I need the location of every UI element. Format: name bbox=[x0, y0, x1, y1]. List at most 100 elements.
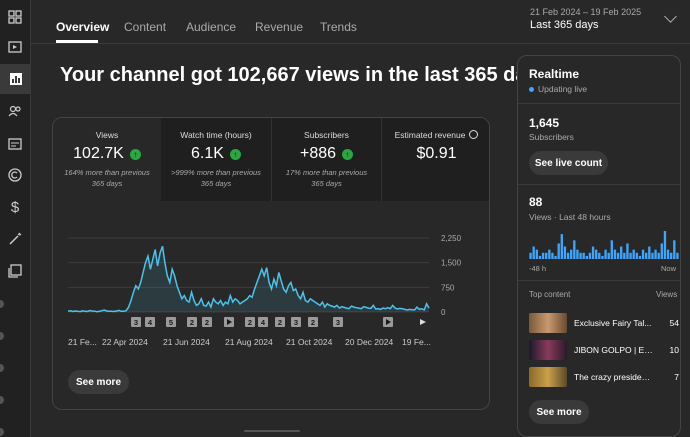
see-more-button[interactable]: See more bbox=[68, 370, 129, 394]
metric-views[interactable]: Views 102.7K ↑ 164% more than previous 36… bbox=[53, 118, 161, 201]
tab-overview[interactable]: Overview bbox=[56, 20, 110, 34]
realtime-views-label: Views · Last 48 hours bbox=[529, 212, 611, 222]
scroll-indicator[interactable] bbox=[244, 430, 300, 432]
play-icon bbox=[227, 319, 232, 325]
realtime-bar bbox=[607, 252, 610, 259]
event-marker-label: 2 bbox=[248, 318, 252, 327]
metric-revenue[interactable]: Estimated revenue $0.91 bbox=[381, 118, 489, 201]
video-views: 10 bbox=[669, 345, 679, 355]
earn-icon[interactable]: $ bbox=[10, 198, 20, 216]
realtime-bar bbox=[598, 252, 601, 259]
event-marker bbox=[202, 317, 212, 327]
x-tick-label: 21 Fe... bbox=[68, 337, 97, 347]
x-tick-label: 21 Aug 2024 bbox=[225, 337, 273, 347]
metric-note: 17% more than previous 365 days bbox=[285, 168, 368, 188]
subtitles-icon[interactable] bbox=[4, 133, 26, 155]
realtime-see-more-button[interactable]: See more bbox=[529, 400, 589, 424]
analytics-icon[interactable] bbox=[0, 64, 31, 94]
video-title: The crazy president... bbox=[574, 372, 654, 382]
date-range-label[interactable]: Last 365 days bbox=[530, 19, 599, 31]
top-content-item[interactable]: Exclusive Fairy Tal... 54 bbox=[529, 313, 679, 333]
top-bar bbox=[31, 0, 690, 44]
page-headline: Your channel got 102,667 views in the la… bbox=[60, 64, 549, 86]
realtime-bar bbox=[632, 249, 635, 259]
customization-icon[interactable] bbox=[4, 228, 26, 250]
sidebar-item-dot[interactable] bbox=[0, 396, 4, 404]
tab-audience[interactable]: Audience bbox=[186, 20, 237, 34]
divider bbox=[518, 280, 680, 281]
realtime-panel: Realtime Updating live 1,645 Subscribers… bbox=[517, 55, 681, 437]
realtime-bar bbox=[585, 255, 588, 259]
realtime-bar bbox=[648, 246, 651, 259]
realtime-bar bbox=[541, 252, 545, 259]
realtime-title: Realtime bbox=[529, 67, 580, 81]
event-marker-label: 2 bbox=[311, 318, 315, 327]
realtime-bar bbox=[654, 249, 657, 259]
realtime-bar bbox=[670, 252, 673, 259]
metric-watch-time[interactable]: Watch time (hours) 6.1K ↑ >999% more than… bbox=[161, 118, 271, 201]
x-tick-label: 21 Oct 2024 bbox=[286, 337, 333, 347]
event-marker-label: 2 bbox=[190, 318, 194, 327]
realtime-bar bbox=[620, 246, 623, 259]
community-icon[interactable] bbox=[4, 100, 26, 122]
sidebar-item-dot[interactable] bbox=[0, 364, 4, 372]
realtime-bar bbox=[613, 249, 617, 259]
event-marker bbox=[258, 317, 268, 327]
realtime-bar bbox=[638, 255, 642, 259]
realtime-bar bbox=[535, 249, 538, 259]
realtime-bar bbox=[601, 255, 604, 259]
sidebar-item-dot[interactable] bbox=[0, 332, 4, 340]
realtime-bar bbox=[579, 252, 582, 259]
realtime-bar bbox=[595, 249, 598, 259]
realtime-subscribers-label: Subscribers bbox=[529, 132, 574, 142]
video-thumbnail bbox=[529, 367, 567, 387]
realtime-bar bbox=[545, 252, 548, 259]
event-marker-label: 2 bbox=[278, 318, 282, 327]
play-icon bbox=[420, 319, 426, 325]
dashboard-icon[interactable] bbox=[4, 6, 26, 28]
audio-library-icon[interactable] bbox=[4, 260, 26, 282]
realtime-bar bbox=[616, 252, 620, 259]
realtime-bar-chart[interactable] bbox=[529, 229, 679, 259]
sidebar-item-dot[interactable] bbox=[0, 428, 4, 436]
tab-revenue[interactable]: Revenue bbox=[255, 20, 304, 34]
top-content-item[interactable]: The crazy president... 7 bbox=[529, 367, 679, 387]
x-tick-label: 20 Dec 2024 bbox=[345, 337, 393, 347]
top-content-label: Top content bbox=[529, 290, 571, 299]
play-icon bbox=[386, 319, 391, 325]
arrow-up-icon: ↑ bbox=[342, 148, 354, 160]
date-range[interactable]: 21 Feb 2024 – 19 Feb 2025 bbox=[530, 7, 642, 17]
sidebar-item-dot[interactable] bbox=[0, 300, 4, 308]
arrow-up-icon: ↑ bbox=[229, 148, 241, 160]
realtime-bar bbox=[532, 246, 535, 259]
content-icon[interactable] bbox=[4, 36, 26, 58]
tab-content[interactable]: Content bbox=[124, 20, 167, 34]
event-marker-label: 3 bbox=[294, 318, 298, 327]
tab-trends[interactable]: Trends bbox=[320, 20, 357, 34]
clock-icon bbox=[469, 130, 479, 139]
top-content-item[interactable]: JIBON GOLPO | Ep... 10 bbox=[529, 340, 679, 360]
event-marker-label: 3 bbox=[336, 318, 340, 327]
event-marker-label: 4 bbox=[148, 318, 153, 327]
event-marker bbox=[291, 317, 301, 327]
event-marker-label: 3 bbox=[134, 318, 138, 327]
metric-label: Views bbox=[95, 130, 119, 140]
event-marker-label: 2 bbox=[205, 318, 209, 327]
metric-label: Watch time (hours) bbox=[180, 130, 252, 140]
see-live-count-button[interactable]: See live count bbox=[529, 151, 608, 175]
copyright-icon[interactable] bbox=[4, 164, 26, 186]
realtime-bar bbox=[529, 252, 532, 259]
realtime-bar bbox=[576, 249, 579, 259]
realtime-bar bbox=[651, 252, 654, 259]
metric-subscribers[interactable]: Subscribers +886 ↑ 17% more than previous… bbox=[271, 118, 381, 201]
y-tick-label: 0 bbox=[441, 308, 446, 317]
live-dot-icon bbox=[529, 86, 534, 92]
event-marker bbox=[275, 317, 285, 327]
active-tab-indicator bbox=[56, 40, 98, 43]
y-tick-label: 1,500 bbox=[441, 259, 462, 268]
realtime-bar bbox=[673, 240, 676, 259]
metric-value: $0.91 bbox=[416, 145, 457, 162]
realtime-bar bbox=[573, 240, 576, 259]
event-marker bbox=[333, 317, 343, 327]
